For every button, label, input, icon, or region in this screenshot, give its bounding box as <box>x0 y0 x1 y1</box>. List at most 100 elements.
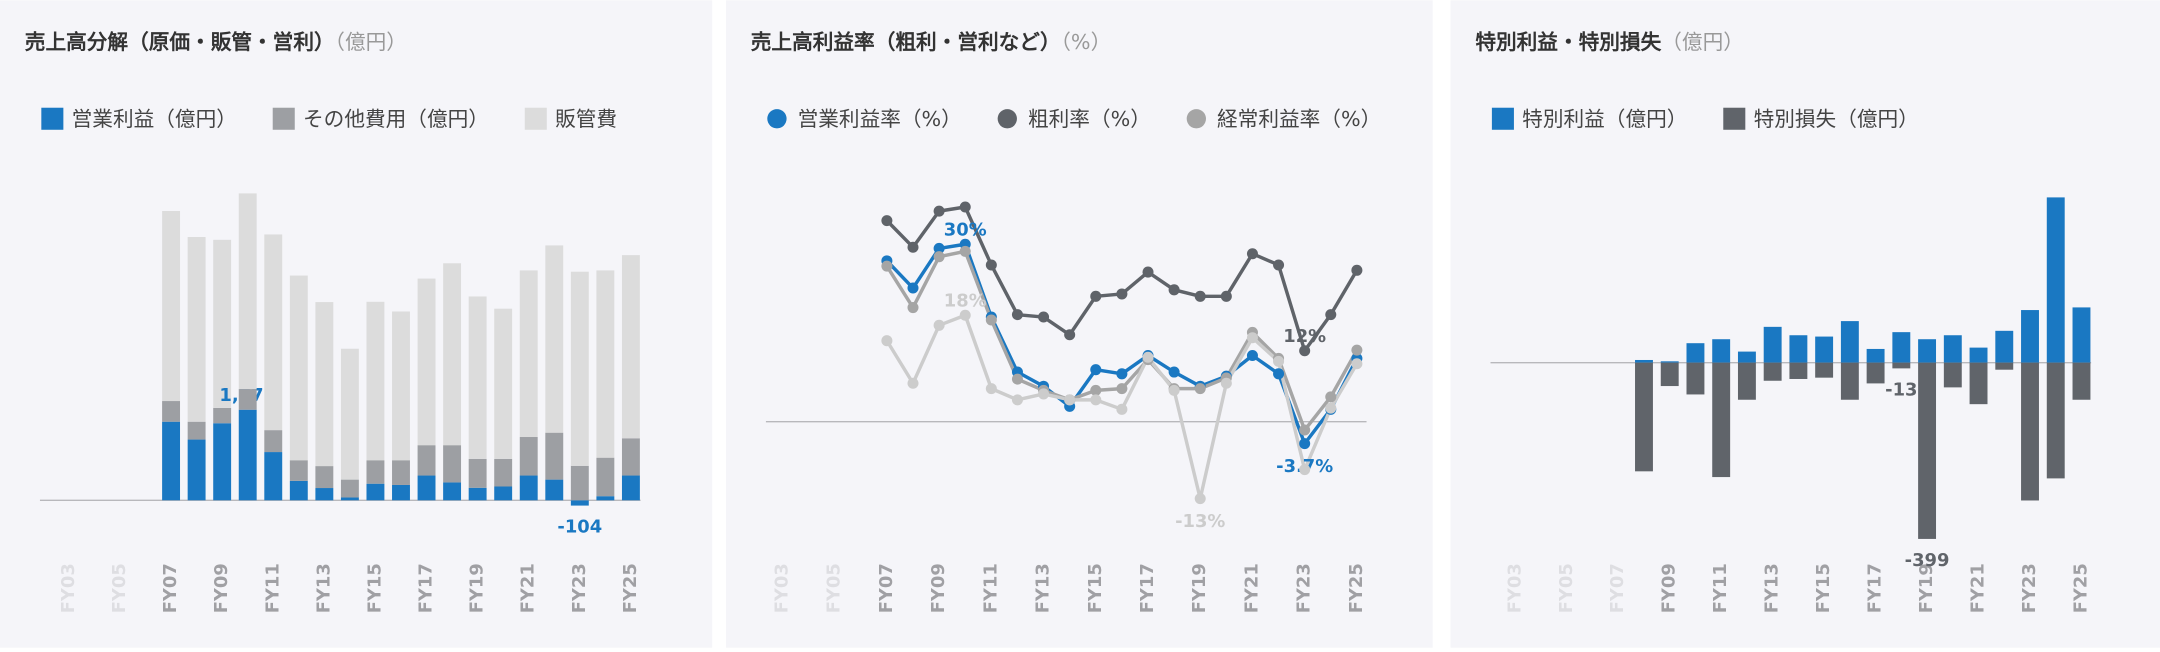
x-tick-label: FY09 <box>928 563 949 613</box>
bar <box>289 275 308 461</box>
data-label: 12% <box>1283 326 1326 347</box>
bar <box>238 193 257 390</box>
chart-panel: 売上高分解（原価・販管・営利）（億円） 営業利益（億円） その他費用（億円） 販管費 F… <box>0 0 713 648</box>
data-point <box>1273 355 1285 367</box>
bar <box>1866 348 1885 363</box>
bar <box>545 432 564 480</box>
bar <box>1969 362 1988 405</box>
data-label: 18% <box>944 290 987 311</box>
data-point <box>959 245 971 257</box>
data-point <box>1194 493 1206 505</box>
bar <box>340 497 359 501</box>
bar <box>264 452 283 501</box>
bar <box>2046 362 2065 479</box>
data-point <box>1090 384 1102 396</box>
bar <box>392 460 410 485</box>
x-tick-label: FY23 <box>2019 563 2040 613</box>
bar <box>1918 339 1937 363</box>
data-label: -399 <box>1905 550 1950 571</box>
bar <box>468 296 487 459</box>
bar <box>417 445 436 476</box>
bar <box>366 301 385 461</box>
bar <box>340 479 359 498</box>
legend-label: 販管費 <box>555 107 617 131</box>
data-point <box>985 383 997 395</box>
bar <box>2072 307 2091 363</box>
data-point <box>1116 368 1128 380</box>
x-tick-label: FY05 <box>824 563 845 613</box>
data-point <box>1011 394 1023 406</box>
data-point <box>1090 364 1102 376</box>
bar <box>1763 362 1782 381</box>
bar <box>1815 336 1834 363</box>
data-point <box>881 260 893 272</box>
bar <box>2046 197 2065 363</box>
x-tick-label: FY07 <box>876 563 897 613</box>
bar <box>1712 362 1731 478</box>
bar <box>494 486 513 501</box>
data-point <box>1064 329 1076 341</box>
bar <box>238 389 257 410</box>
data-point <box>1273 368 1285 380</box>
legend-label: 営業利益率（%） <box>798 107 962 131</box>
bar <box>2072 362 2091 400</box>
title-unit: （億円） <box>1661 30 1744 54</box>
x-tick-label: FY13 <box>313 563 334 613</box>
x-tick-label: FY17 <box>416 563 437 613</box>
title-unit: （%） <box>1061 30 1112 54</box>
x-tick-label: FY07 <box>1607 563 1628 613</box>
data-point <box>933 242 945 254</box>
legend-swatch <box>524 107 547 130</box>
bar <box>443 263 462 446</box>
legend-swatch <box>1491 107 1514 130</box>
x-tick-label: FY19 <box>1916 563 1937 613</box>
data-point <box>959 309 971 321</box>
bar <box>1686 343 1705 363</box>
bar <box>264 234 283 431</box>
data-point <box>959 201 971 213</box>
x-tick-label: FY25 <box>2070 563 2091 613</box>
bar <box>621 438 640 476</box>
legend-swatch <box>41 107 64 130</box>
x-tick-label: FY11 <box>1710 563 1731 613</box>
bar <box>596 496 615 501</box>
data-label: -13% <box>1175 511 1225 532</box>
data-point <box>1168 284 1180 296</box>
legend-swatch <box>272 107 295 130</box>
x-tick-label: FY11 <box>262 563 283 613</box>
bar <box>1737 351 1756 363</box>
bar <box>213 423 232 501</box>
bar <box>519 437 538 476</box>
bar <box>187 237 206 422</box>
bar <box>1789 335 1808 363</box>
bar <box>162 210 181 402</box>
bar <box>1918 362 1937 539</box>
x-tick-label: FY19 <box>1189 563 1210 613</box>
bar <box>468 458 487 488</box>
title-text: 売上高分解（原価・販管・営利） <box>25 30 335 54</box>
bar <box>1866 362 1885 384</box>
bar <box>187 439 206 501</box>
bar <box>570 271 589 466</box>
data-point <box>1064 394 1076 406</box>
x-tick-label: FY09 <box>1659 563 1680 613</box>
bar <box>187 421 206 440</box>
bar <box>1892 362 1911 369</box>
x-tick-label: FY13 <box>1762 563 1783 613</box>
data-point <box>1351 344 1363 356</box>
data-point <box>1090 394 1102 406</box>
data-point <box>1011 309 1023 321</box>
data-point <box>1168 384 1180 396</box>
chart-title: 売上高分解（原価・販管・営利）（億円） <box>25 30 407 54</box>
data-point <box>985 314 997 326</box>
data-point <box>907 241 919 253</box>
data-point <box>1038 311 1050 323</box>
data-point <box>907 282 919 294</box>
data-point <box>1299 424 1311 436</box>
x-tick-label: FY11 <box>980 563 1001 613</box>
x-tick-label: FY15 <box>1085 563 1106 613</box>
x-tick-label: FY25 <box>620 563 641 613</box>
data-point <box>1246 248 1258 260</box>
data-point <box>1325 402 1337 414</box>
